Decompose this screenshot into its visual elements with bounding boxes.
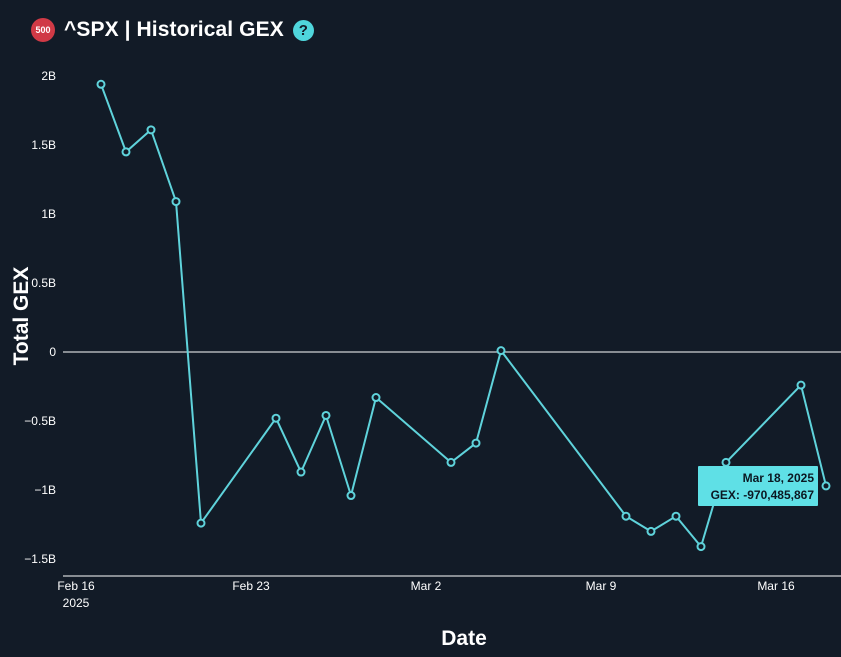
data-point[interactable]: [671, 511, 681, 521]
data-point[interactable]: [696, 542, 706, 552]
y-tick-label: 0.5B: [31, 276, 56, 290]
data-point[interactable]: [646, 526, 656, 536]
data-point[interactable]: [121, 147, 131, 157]
y-tick-label: −1.5B: [24, 552, 56, 566]
data-point[interactable]: [96, 79, 106, 89]
gex-series-points[interactable]: [96, 79, 831, 552]
gex-series-line: [100, 83, 827, 548]
hover-tooltip: Mar 18, 2025 GEX: -970,485,867: [698, 466, 818, 506]
y-axis: 2B 1.5B 1B 0.5B 0 −0.5B −1B −1.5B: [24, 69, 56, 566]
y-tick-label: 0: [49, 345, 56, 359]
y-tick-label: −0.5B: [24, 414, 56, 428]
x-axis: Feb 16 2025 Feb 23 Mar 2 Mar 9 Mar 16: [57, 579, 795, 610]
data-point[interactable]: [446, 457, 456, 467]
data-point[interactable]: [271, 413, 281, 423]
data-point[interactable]: [721, 457, 731, 467]
x-tick-label: Mar 16: [757, 579, 795, 593]
data-point[interactable]: [321, 410, 331, 420]
data-point[interactable]: [171, 197, 181, 207]
help-icon[interactable]: ?: [292, 19, 314, 41]
data-point[interactable]: [621, 511, 631, 521]
y-tick-label: 1.5B: [31, 138, 56, 152]
x-tick-sublabel: 2025: [63, 596, 90, 610]
chart-header: 500 ^SPX | Historical GEX ?: [31, 16, 314, 44]
tooltip-box: [698, 466, 818, 506]
data-point[interactable]: [796, 380, 806, 390]
y-tick-label: −1B: [34, 483, 56, 497]
y-axis-label: Total GEX: [10, 267, 33, 366]
data-point[interactable]: [196, 518, 206, 528]
data-point[interactable]: [296, 467, 306, 477]
sp500-logo-icon: 500: [31, 18, 55, 42]
x-tick-label: Mar 9: [586, 579, 617, 593]
y-tick-label: 2B: [41, 69, 56, 83]
tooltip-date: Mar 18, 2025: [743, 471, 815, 485]
x-tick-label: Mar 2: [411, 579, 442, 593]
data-point[interactable]: [821, 481, 831, 491]
data-point[interactable]: [146, 125, 156, 135]
data-point[interactable]: [346, 491, 356, 501]
data-point[interactable]: [471, 438, 481, 448]
x-axis-label: Date: [441, 627, 487, 650]
x-tick-label: Feb 16: [57, 579, 95, 593]
data-point[interactable]: [496, 346, 506, 356]
y-tick-label: 1B: [41, 207, 56, 221]
chart-title: ^SPX | Historical GEX: [64, 18, 284, 41]
data-point[interactable]: [371, 393, 381, 403]
tooltip-value: GEX: -970,485,867: [711, 488, 815, 502]
x-tick-label: Feb 23: [232, 579, 270, 593]
